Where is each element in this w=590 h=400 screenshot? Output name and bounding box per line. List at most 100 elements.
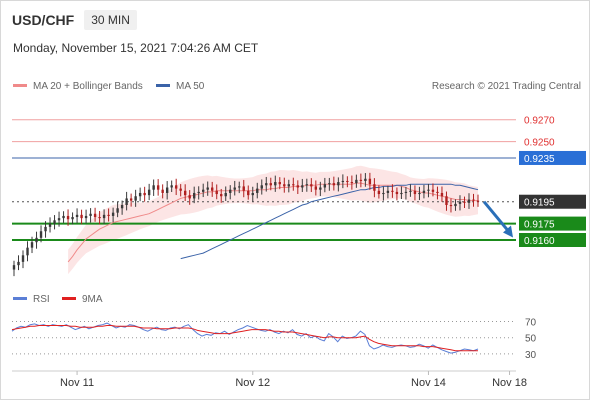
candle-body	[156, 185, 160, 190]
candle-body	[256, 188, 259, 193]
candle-body	[467, 199, 471, 203]
candle-body	[84, 215, 88, 219]
level-label: 0.9160	[524, 236, 555, 247]
candle-body	[355, 179, 358, 184]
x-tick-label: Nov 14	[411, 377, 446, 389]
level-label: 0.9250	[524, 138, 555, 149]
x-tick-label: Nov 18	[492, 377, 527, 389]
candle-body	[404, 191, 408, 193]
candle-body	[120, 205, 124, 209]
candle-body	[274, 182, 277, 186]
level-tag	[519, 194, 586, 209]
candle-body	[102, 214, 106, 219]
candle-body	[436, 191, 439, 193]
candle-body	[346, 180, 349, 183]
candle-body	[301, 185, 304, 188]
candle-body	[328, 183, 331, 185]
candle-body	[418, 192, 421, 195]
candle-body	[192, 192, 196, 199]
candle-body	[319, 187, 322, 190]
ma20-legend-swatch	[13, 84, 27, 87]
ma50-legend-label: MA 50	[176, 81, 205, 92]
candle-body	[202, 189, 205, 192]
candle-body	[17, 261, 20, 266]
candle-body	[359, 179, 363, 181]
candle-body	[310, 184, 313, 187]
candle-body	[463, 201, 466, 203]
ma50-legend-swatch	[156, 84, 170, 87]
candle-body	[377, 190, 381, 195]
chart-header: USD/CHF 30 MIN	[12, 10, 137, 30]
candle-body	[382, 192, 385, 195]
candle-body	[476, 200, 480, 202]
candle-body	[224, 192, 227, 197]
candle-body	[53, 220, 56, 224]
x-axis: Nov 11 Nov 12 Nov 14 Nov 18	[60, 371, 527, 389]
candle-body	[427, 189, 430, 191]
key-levels: 0.9270 0.9250 0.9235 0.9195 0.9175 0.9160	[12, 116, 586, 247]
price-candles	[12, 172, 480, 277]
candle-body	[265, 183, 268, 186]
candle-body	[368, 178, 372, 185]
candle-body	[350, 182, 354, 184]
candle-body	[138, 192, 142, 197]
candle-body	[152, 185, 155, 190]
candle-body	[260, 185, 263, 189]
candle-body	[12, 265, 16, 270]
candle-body	[89, 213, 92, 216]
timeframe-badge[interactable]: 30 MIN	[84, 10, 137, 30]
candle-body	[30, 242, 34, 248]
candle-body	[107, 214, 110, 216]
candle-body	[445, 196, 448, 205]
ma20-line	[67, 182, 478, 263]
candle-body	[39, 231, 43, 238]
bollinger-band-area	[68, 165, 478, 275]
rsi-ma-line	[11, 325, 478, 352]
rsi-level-label: 30	[525, 350, 537, 361]
candle-body	[183, 190, 187, 196]
candle-body	[93, 213, 97, 218]
x-tick-label: Nov 11	[60, 377, 94, 389]
rsi-panel: 70 50 30	[11, 317, 537, 361]
candle-body	[233, 187, 236, 190]
candle-body	[422, 190, 426, 193]
forecast-arrow-head	[503, 225, 513, 238]
candle-body	[44, 226, 47, 232]
candle-body	[440, 192, 444, 197]
candle-body	[247, 190, 250, 196]
level-tag	[519, 150, 586, 165]
rsi-ma-legend-swatch	[62, 297, 76, 300]
candle-body	[116, 208, 119, 213]
candle-body	[35, 237, 38, 243]
level-label: 0.9195	[524, 198, 555, 209]
candle-body	[179, 188, 182, 191]
rsi-ma-legend-label: 9MA	[82, 294, 103, 305]
ma20-legend-label: MA 20 + Bollinger Bands	[33, 81, 143, 92]
candle-body	[211, 187, 214, 191]
candle-body	[323, 184, 327, 188]
candle-body	[174, 185, 178, 189]
candle-body	[364, 178, 367, 181]
rsi-level-label: 70	[525, 317, 537, 328]
candle-body	[251, 192, 254, 196]
candle-body	[373, 184, 376, 191]
candle-body	[386, 190, 390, 193]
candle-body	[341, 180, 345, 183]
level-label: 0.9175	[524, 220, 555, 231]
x-tick-label: Nov 12	[235, 377, 270, 389]
candle-body	[161, 189, 164, 193]
candle-body	[458, 201, 462, 204]
candle-body	[147, 189, 151, 196]
level-label: 0.9235	[524, 154, 555, 165]
candle-body	[332, 183, 336, 186]
candle-body	[305, 184, 309, 186]
candle-body	[129, 198, 133, 201]
candle-body	[134, 196, 137, 201]
candle-body	[238, 186, 241, 188]
candle-body	[287, 184, 290, 187]
forecast-arrow-shaft	[482, 200, 509, 231]
candle-body	[48, 223, 52, 227]
candle-body	[66, 215, 70, 220]
candle-body	[26, 247, 29, 256]
candle-body	[125, 198, 128, 205]
